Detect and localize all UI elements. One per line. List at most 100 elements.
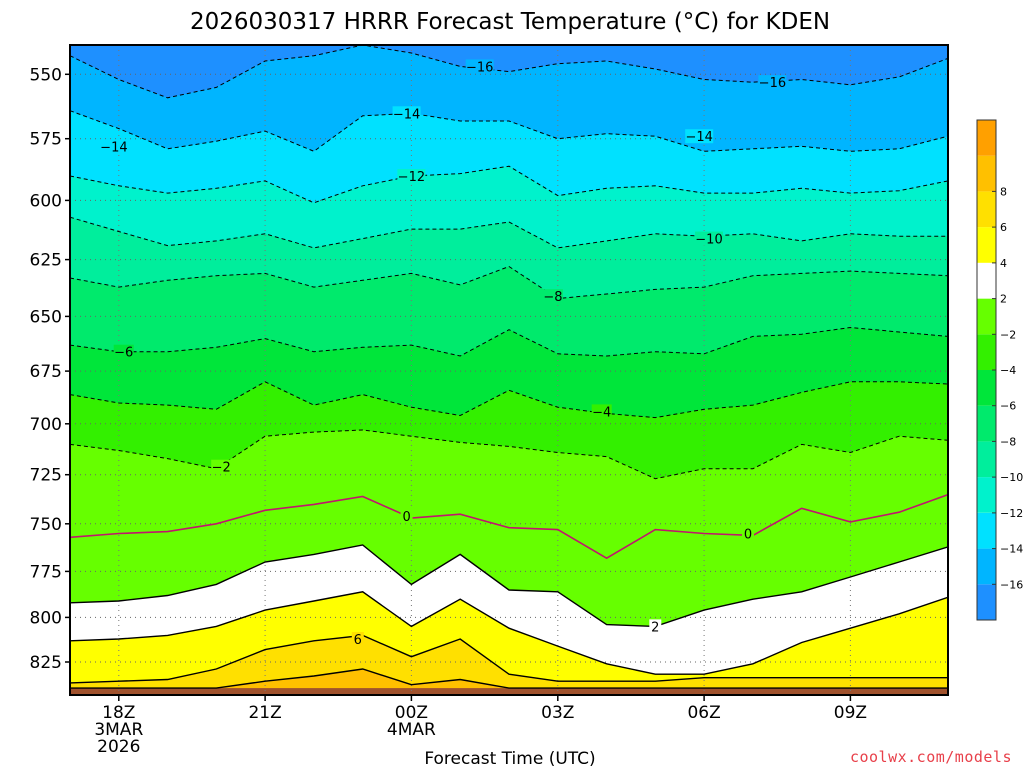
colorbar-label: −12: [1000, 507, 1023, 520]
isotherm--8: [70, 265, 948, 300]
contour-label: −14: [685, 130, 712, 145]
y-tick-label: 725: [30, 466, 62, 486]
colorbar: −16 −14 −12 −10 −8 −6 −4 −2 2 4 6 8: [976, 119, 1023, 621]
x-tick-label: 00Z: [395, 703, 428, 723]
y-axis: 550 575 600 625 650 675 700 725 750 775 800 825: [30, 65, 70, 673]
contour-label-bg: [392, 106, 421, 121]
temperature-fills: [70, 45, 948, 695]
colorbar-label: −6: [1000, 400, 1016, 413]
isotherm-0: [70, 493, 948, 560]
contour-label: 2: [651, 620, 659, 635]
contour-label: −14: [100, 140, 127, 155]
contour-label-bg: [758, 75, 787, 90]
contour-label-bg: [649, 619, 662, 634]
contour-label-bg: [99, 139, 128, 154]
y-tick-label: 600: [30, 191, 62, 211]
y-tick-label: 700: [30, 415, 62, 435]
y-tick-label: 650: [30, 307, 62, 327]
contour-label: −12: [398, 170, 425, 185]
isotherm-8: [70, 668, 948, 689]
isotherm--10: [70, 216, 948, 249]
colorbar-label: 2: [1000, 293, 1007, 306]
contour-label-bg: [542, 289, 563, 304]
colorbar-swatch: [977, 548, 996, 585]
y-tick-label: 825: [30, 653, 62, 673]
colorbar-label: −14: [1000, 543, 1023, 556]
y-tick-label: 575: [30, 130, 62, 150]
x-axis-label: Forecast Time (UTC): [424, 749, 595, 768]
contour-label: −4: [592, 405, 611, 420]
isotherm-4: [70, 591, 948, 675]
contour-label-bg: [685, 129, 714, 144]
contour-label-bg: [695, 231, 723, 246]
x-tick-label: 06Z: [687, 703, 720, 723]
isotherm--12: [70, 165, 948, 204]
colorbar-swatch: [977, 370, 996, 406]
y-tick-label: 550: [30, 65, 62, 85]
chart-title: 2026030317 HRRR Forecast Temperature (°C…: [190, 9, 830, 35]
contour-label-bg: [113, 344, 134, 359]
contour-label-bg: [591, 404, 612, 419]
contour-label-bg: [742, 526, 754, 541]
contour-label-bg: [211, 459, 232, 474]
y-tick-label: 625: [30, 251, 62, 271]
x-tick-label: 09Z: [834, 703, 867, 723]
contour-label-bg: [400, 509, 413, 524]
x-tick-label: 3MAR: [94, 720, 143, 740]
contour-labels: −16 −16 −14 −14 −14 −12 −10 −8 −6 −4 −2 0 0 2 6: [99, 59, 787, 648]
contour-label-bg: [397, 169, 426, 183]
colorbar-swatch: [977, 405, 996, 442]
plot-area: −16 −16 −14 −14 −14 −12 −10 −8 −6 −4 −2 0 0 2 6: [69, 44, 949, 696]
isotherm--6: [70, 326, 948, 357]
contour-label-bg: [465, 59, 494, 74]
terrain-layer: [70, 688, 948, 695]
contour-label: −8: [543, 290, 562, 305]
x-tick-label: 2026: [97, 737, 140, 757]
isotherm-2: [70, 544, 948, 628]
colorbar-swatch: [977, 512, 996, 549]
contour-label: −16: [759, 76, 786, 91]
contour-label: −2: [212, 461, 231, 476]
y-tick-label: 775: [30, 562, 62, 582]
x-tick-label: 18Z: [102, 703, 135, 723]
colorbar-swatch: [977, 227, 996, 263]
colorbar-swatch: [977, 262, 996, 299]
x-tick-label: 21Z: [248, 703, 281, 723]
plot-frame: [69, 44, 949, 696]
colorbar-swatch: [977, 298, 996, 335]
contour-label: 6: [354, 633, 362, 648]
credit-text[interactable]: coolwx.com/models: [850, 748, 1012, 766]
grid-lines: [70, 45, 948, 695]
colorbar-swatch: [977, 191, 996, 228]
colorbar-label: −10: [1000, 471, 1023, 484]
colorbar-swatch: [977, 334, 996, 370]
colorbar-label: −2: [1000, 328, 1016, 341]
colorbar-swatch: [977, 120, 996, 156]
colorbar-swatch: [977, 584, 996, 620]
x-tick-label: 03Z: [541, 703, 574, 723]
x-tick-label: 4MAR: [387, 720, 436, 740]
colorbar-label: −16: [1000, 578, 1023, 591]
colorbar-label: −8: [1000, 435, 1016, 448]
contour-label: −10: [695, 233, 722, 248]
contour-label: −6: [114, 346, 133, 361]
colorbar-swatch: [977, 477, 996, 513]
y-tick-label: 675: [30, 362, 62, 382]
contour-label: 0: [402, 510, 410, 525]
isotherm-6: [70, 634, 948, 684]
colorbar-swatch: [977, 155, 996, 192]
colorbar-label: 4: [1000, 257, 1007, 270]
isotherm--16: [70, 45, 948, 99]
y-tick-label: 800: [30, 608, 62, 628]
isotherm--4: [70, 381, 948, 419]
terrain-band: [70, 688, 948, 695]
y-tick-label: 750: [30, 515, 62, 535]
colorbar-label: −4: [1000, 364, 1016, 377]
isotherm--14: [70, 110, 948, 152]
colorbar-label: 6: [1000, 221, 1007, 234]
contour-label-bg: [351, 632, 364, 646]
contour-label: −14: [393, 107, 420, 122]
contour-label: 0: [744, 528, 752, 543]
